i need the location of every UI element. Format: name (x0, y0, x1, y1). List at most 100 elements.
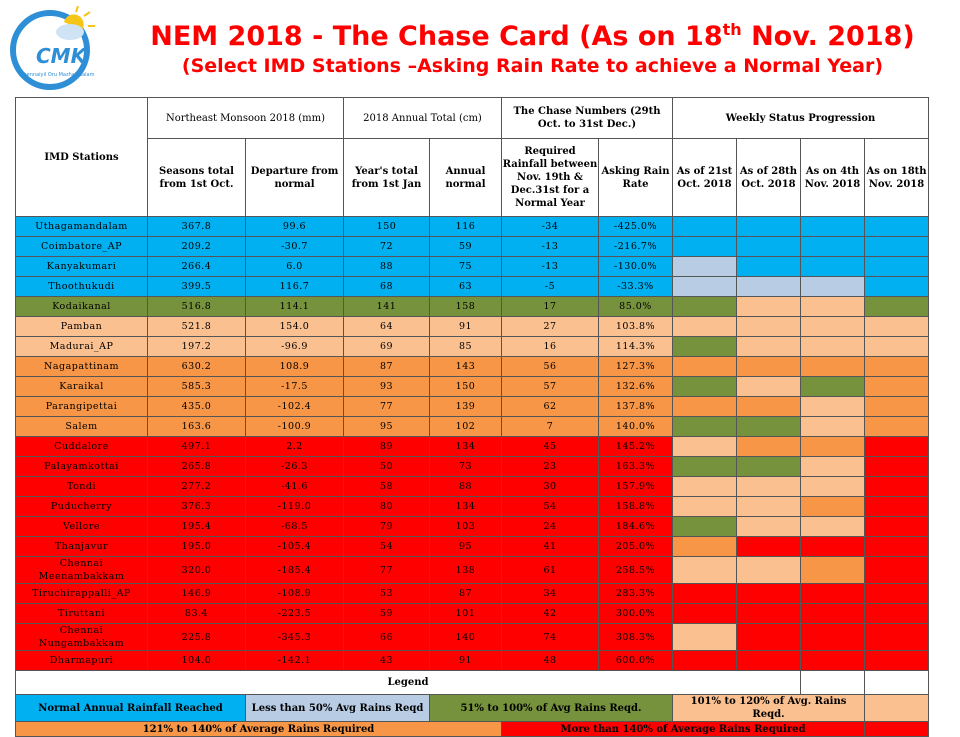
cmk-logo: CMK Chennaiyil Oru Mazhaikaalam (10, 6, 95, 90)
week-status-cell (672, 336, 737, 357)
required-rainfall-cell: 34 (501, 583, 599, 604)
week-status-cell (672, 476, 737, 497)
header-annual-normal: Annual normal (429, 138, 502, 217)
year-total-cell: 53 (343, 583, 430, 604)
required-rainfall-cell: 61 (501, 556, 599, 584)
week-status-cell (800, 276, 865, 297)
week-status-cell (672, 416, 737, 437)
week-status-cell (864, 236, 929, 257)
season-total-cell: 163.6 (147, 416, 246, 437)
required-rainfall-cell: -5 (501, 276, 599, 297)
table-row: Tondi 277.2 -41.6 58 88 30 157.9% (15, 476, 929, 497)
legend-red-swatch (864, 721, 929, 737)
week-status-cell (672, 316, 737, 337)
week-status-cell (800, 623, 865, 651)
table-row: Nagapattinam 630.2 108.9 87 143 56 127.3% (15, 356, 929, 377)
header-nem: Northeast Monsoon 2018 (mm) (147, 97, 344, 139)
week-status-cell (800, 296, 865, 317)
year-total-cell: 77 (343, 396, 430, 417)
station-cell: Karaikal (15, 376, 148, 397)
week-status-cell (672, 650, 737, 671)
week-status-cell (800, 376, 865, 397)
asking-rate-cell: 308.3% (598, 623, 673, 651)
annual-normal-cell: 91 (429, 316, 502, 337)
week-status-cell (800, 603, 865, 624)
asking-rate-cell: 103.8% (598, 316, 673, 337)
asking-rate-cell: 300.0% (598, 603, 673, 624)
asking-rate-cell: 132.6% (598, 376, 673, 397)
station-cell: Chennai Meenambakkam (15, 556, 148, 584)
table-row: Chennai Nungambakkam 225.8 -345.3 66 140 74 30… (15, 623, 929, 651)
week-status-cell (800, 496, 865, 517)
year-total-cell: 80 (343, 496, 430, 517)
departure-cell: -108.9 (245, 583, 344, 604)
annual-normal-cell: 103 (429, 516, 502, 537)
week-status-cell (864, 356, 929, 377)
header-annual: 2018 Annual Total (cm) (343, 97, 502, 139)
week-status-cell (672, 256, 737, 277)
week-status-cell (800, 256, 865, 277)
table-row: Thoothukudi 399.5 116.7 68 63 -5 -33.3% (15, 276, 929, 297)
station-cell: Cuddalore (15, 436, 148, 457)
season-total-cell: 83.4 (147, 603, 246, 624)
annual-normal-cell: 158 (429, 296, 502, 317)
departure-cell: -68.5 (245, 516, 344, 537)
week-status-cell (736, 296, 801, 317)
week-status-cell (672, 496, 737, 517)
year-total-cell: 66 (343, 623, 430, 651)
required-rainfall-cell: 7 (501, 416, 599, 437)
station-cell: Thanjavur (15, 536, 148, 557)
departure-cell: -17.5 (245, 376, 344, 397)
header-week-18nov: As on 18th Nov. 2018 (864, 138, 929, 217)
season-total-cell: 521.8 (147, 316, 246, 337)
station-cell: Coimbatore_AP (15, 236, 148, 257)
week-status-cell (864, 603, 929, 624)
week-status-cell (736, 476, 801, 497)
asking-rate-cell: 145.2% (598, 436, 673, 457)
week-status-cell (736, 376, 801, 397)
table-row: Tiruttani 83.4 -223.5 59 101 42 300.0% (15, 603, 929, 624)
week-status-cell (864, 376, 929, 397)
week-status-cell (736, 556, 801, 584)
departure-cell: 114.1 (245, 296, 344, 317)
legend-red: More than 140% of Average Rains Required (501, 721, 865, 737)
asking-rate-cell: 258.5% (598, 556, 673, 584)
season-total-cell: 516.8 (147, 296, 246, 317)
week-status-cell (800, 583, 865, 604)
required-rainfall-cell: -13 (501, 256, 599, 277)
season-total-cell: 195.0 (147, 536, 246, 557)
asking-rate-cell: -33.3% (598, 276, 673, 297)
season-total-cell: 367.8 (147, 216, 246, 237)
required-rainfall-cell: 54 (501, 496, 599, 517)
table-row: Uthagamandalam 367.8 99.6 150 116 -34 -425.0% (15, 216, 929, 237)
year-total-cell: 69 (343, 336, 430, 357)
departure-cell: -96.9 (245, 336, 344, 357)
week-status-cell (672, 396, 737, 417)
week-status-cell (672, 376, 737, 397)
required-rainfall-cell: 56 (501, 356, 599, 377)
legend-title: Legend (15, 670, 801, 695)
required-rainfall-cell: 17 (501, 296, 599, 317)
week-status-cell (736, 236, 801, 257)
asking-rate-cell: 158.8% (598, 496, 673, 517)
season-total-cell: 104.0 (147, 650, 246, 671)
asking-rate-cell: 600.0% (598, 650, 673, 671)
departure-cell: -185.4 (245, 556, 344, 584)
departure-cell: 2.2 (245, 436, 344, 457)
required-rainfall-cell: 30 (501, 476, 599, 497)
station-cell: Pamban (15, 316, 148, 337)
header-required-rainfall: Required Rainfall between Nov. 19th & De… (501, 138, 599, 217)
departure-cell: -105.4 (245, 536, 344, 557)
station-cell: Tiruchirappalli_AP (15, 583, 148, 604)
required-rainfall-cell: 41 (501, 536, 599, 557)
departure-cell: 99.6 (245, 216, 344, 237)
season-total-cell: 209.2 (147, 236, 246, 257)
asking-rate-cell: 283.3% (598, 583, 673, 604)
week-status-cell (736, 336, 801, 357)
table-row: Kanyakumari 266.4 6.0 88 75 -13 -130.0% (15, 256, 929, 277)
annual-normal-cell: 140 (429, 623, 502, 651)
header-week-21oct: As of 21st Oct. 2018 (672, 138, 737, 217)
week-status-cell (672, 276, 737, 297)
week-status-cell (672, 296, 737, 317)
season-total-cell: 630.2 (147, 356, 246, 377)
